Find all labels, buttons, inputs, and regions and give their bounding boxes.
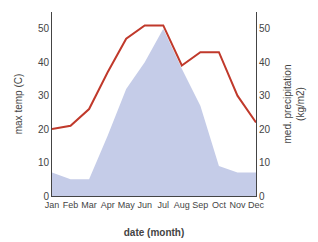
svg-text:40: 40 — [259, 57, 271, 68]
svg-text:Aug: Aug — [174, 200, 190, 210]
svg-text:Jul: Jul — [158, 200, 170, 210]
svg-text:20: 20 — [259, 124, 271, 135]
svg-text:Jun: Jun — [137, 200, 152, 210]
svg-text:40: 40 — [38, 57, 50, 68]
svg-text:Mar: Mar — [81, 200, 97, 210]
svg-text:50: 50 — [259, 23, 271, 34]
svg-text:Oct: Oct — [212, 200, 227, 210]
svg-text:30: 30 — [259, 90, 271, 101]
svg-text:Dec: Dec — [248, 200, 265, 210]
svg-text:Apr: Apr — [101, 200, 115, 210]
svg-text:date (month): date (month) — [124, 227, 185, 238]
svg-text:med. precipitation(kg/m2): med. precipitation(kg/m2) — [282, 65, 306, 144]
svg-text:Sep: Sep — [192, 200, 208, 210]
svg-text:Nov: Nov — [229, 200, 246, 210]
svg-text:Feb: Feb — [63, 200, 79, 210]
svg-text:20: 20 — [38, 124, 50, 135]
svg-text:0: 0 — [259, 191, 265, 202]
svg-text:10: 10 — [38, 157, 50, 168]
svg-text:Jan: Jan — [45, 200, 60, 210]
svg-text:30: 30 — [38, 90, 50, 101]
svg-text:0: 0 — [43, 191, 49, 202]
svg-text:50: 50 — [38, 23, 50, 34]
svg-text:May: May — [118, 200, 136, 210]
svg-text:max temp (C): max temp (C) — [13, 74, 24, 135]
svg-text:10: 10 — [259, 157, 271, 168]
